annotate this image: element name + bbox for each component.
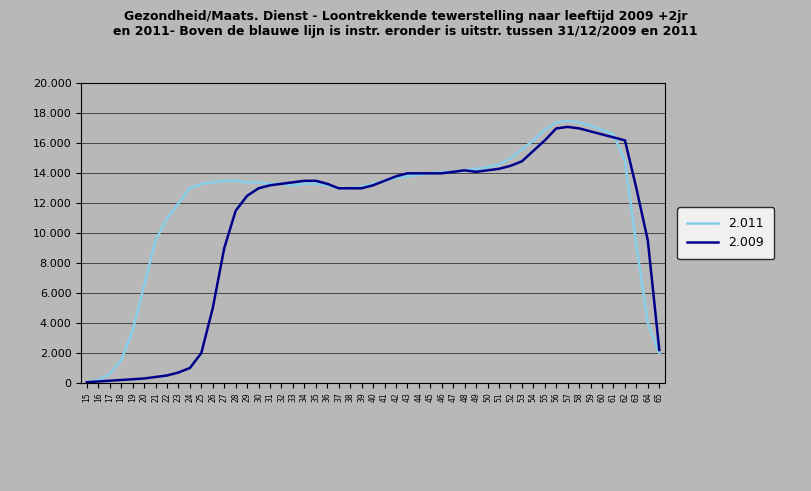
2.011 [643, 320, 653, 326]
2.009 [643, 238, 653, 244]
2.011 [254, 179, 264, 185]
2.009 [208, 305, 217, 311]
2.011 [494, 162, 504, 167]
Text: Gezondheid/Maats. Dienst - Loontrekkende tewerstelling naar leeftijd 2009 +2jr
e: Gezondheid/Maats. Dienst - Loontrekkende… [114, 10, 697, 38]
2.011 [82, 379, 92, 385]
Line: 2.011: 2.011 [87, 121, 659, 382]
2.011 [654, 350, 664, 356]
2.009 [82, 379, 92, 385]
Line: 2.009: 2.009 [87, 127, 659, 382]
2.009 [254, 186, 264, 191]
2.011 [460, 167, 470, 173]
2.009 [460, 167, 470, 173]
2.009 [494, 166, 504, 172]
2.011 [563, 118, 573, 124]
2.009 [265, 182, 275, 188]
Legend: 2.011, 2.009: 2.011, 2.009 [677, 207, 775, 259]
2.011 [265, 181, 275, 187]
2.011 [208, 179, 217, 185]
2.009 [563, 124, 573, 130]
2.009 [654, 347, 664, 353]
